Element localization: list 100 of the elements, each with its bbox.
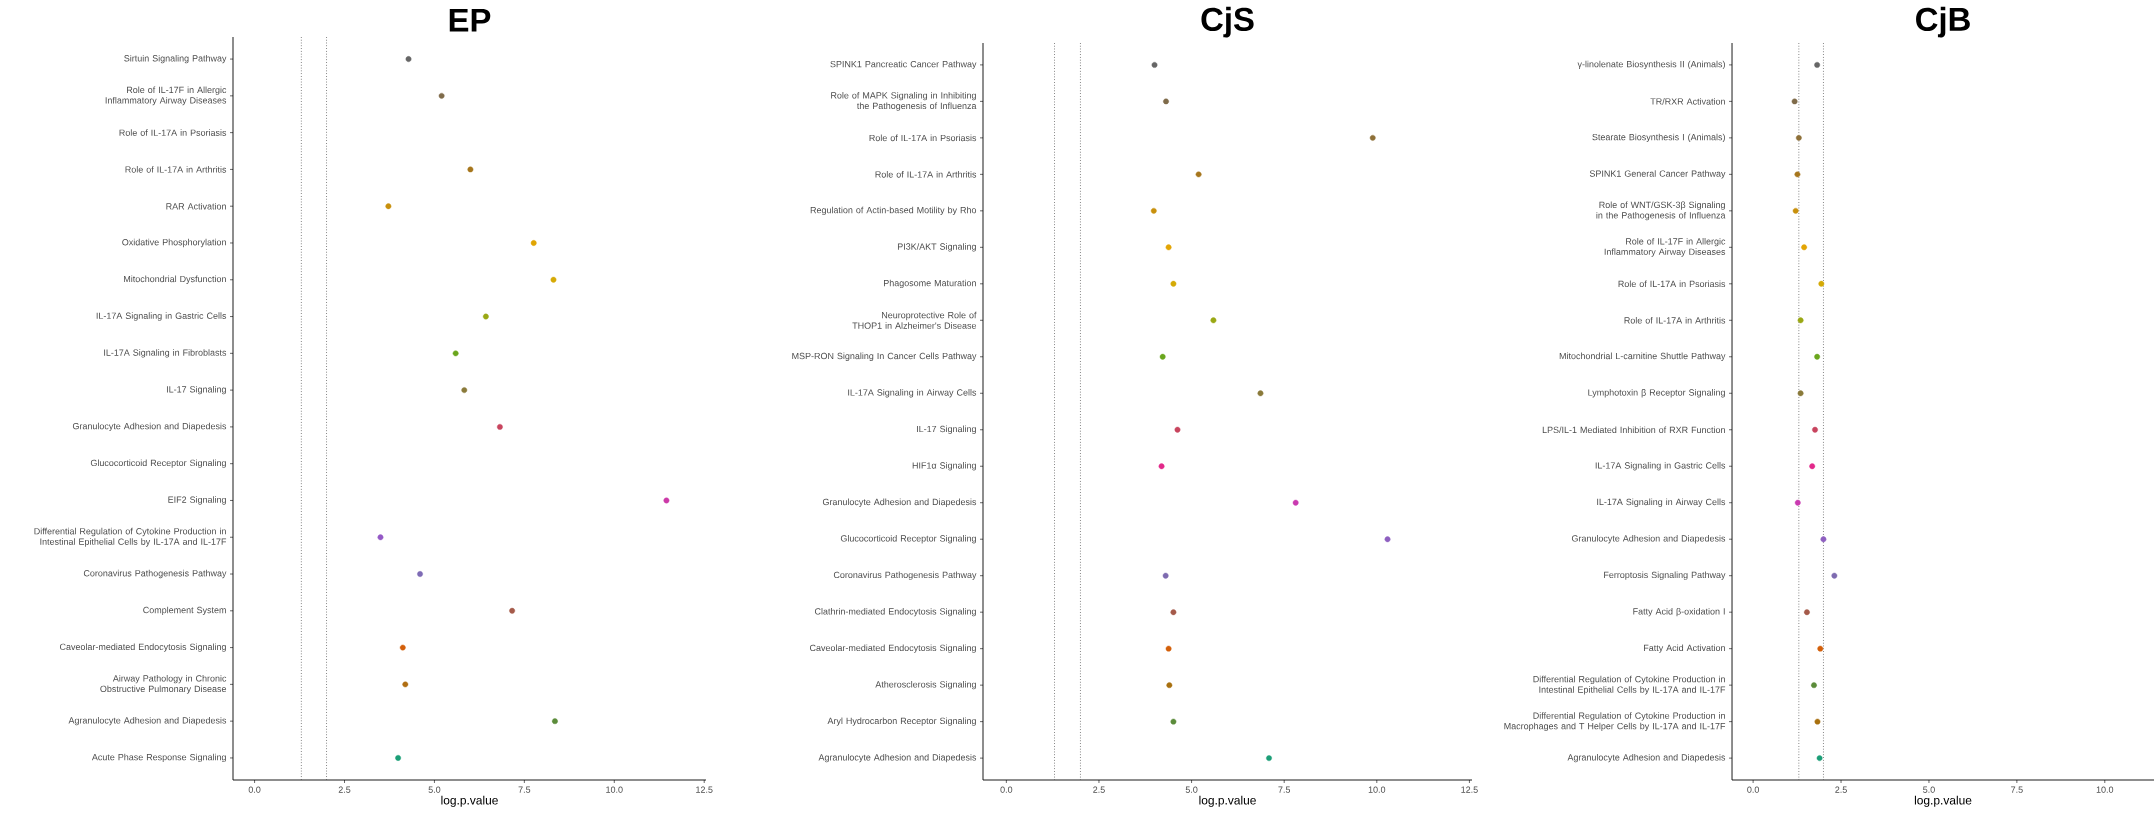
point xyxy=(1820,536,1827,543)
point xyxy=(1814,718,1821,725)
y-tick-label: Role of IL-17A in Arthritis xyxy=(1624,317,1726,324)
point xyxy=(1170,280,1177,287)
y-tick-label: Mitochondrial L-carnitine Shuttle Pathway xyxy=(1559,352,1726,361)
point xyxy=(395,755,401,761)
point xyxy=(509,607,516,614)
y-tick-label: Oxidative Phosphorylation xyxy=(122,238,226,248)
y-tick-label: Caveolar-mediated Endocytosis Signaling xyxy=(59,643,226,652)
point xyxy=(552,718,558,725)
y-tick-label: SPINK1 General Cancer Pathway xyxy=(1589,170,1726,179)
y-tick-label: Phagosome Maturation xyxy=(884,279,976,288)
y-tick-label: Stearate Biosynthesis I (Animals) xyxy=(1592,133,1725,143)
point xyxy=(1170,718,1177,725)
y-tick-label: RAR Activation xyxy=(166,202,226,210)
y-tick-label: HIF1α Signaling xyxy=(912,462,976,471)
point xyxy=(1151,62,1158,68)
x-tick-label: 10.0 xyxy=(1368,786,1386,793)
y-tick-label: Regulation of Actin-based Motility by Rho xyxy=(810,206,977,216)
y-tick-label: Agranulocyte Adhesion and Diapedesis xyxy=(818,753,977,763)
y-tick-label: Role of IL-17A in Arthritis xyxy=(125,166,227,173)
y-tick-label: IL-17A Signaling in Airway Cells xyxy=(848,389,977,398)
y-tick-label: Agranulocyte Adhesion and Diapedesis xyxy=(68,716,227,726)
point xyxy=(1292,499,1299,506)
x-tick-label: 7.5 xyxy=(1278,786,1291,793)
x-tick-label: 7.5 xyxy=(518,786,531,793)
point xyxy=(461,387,468,394)
y-tick-label: Sirtuin Signaling Pathway xyxy=(124,54,227,64)
chart-title: EP xyxy=(449,8,491,32)
x-tick-label: 7.5 xyxy=(2011,786,2023,793)
y-tick-label: Complement System xyxy=(143,606,226,615)
point xyxy=(417,571,423,577)
y-tick-label: Aryl Hydrocarbon Receptor Signaling xyxy=(827,717,976,726)
y-tick-label: Granulocyte Adhesion and Diapedesis xyxy=(72,422,227,432)
point xyxy=(482,313,489,320)
point xyxy=(438,92,445,99)
x-axis-title: log.p.value xyxy=(441,795,498,807)
point xyxy=(1812,426,1818,433)
point xyxy=(1804,609,1810,616)
y-tick-label: Coronavirus Pathogenesis Pathway xyxy=(83,569,227,579)
y-tick-label: Lymphotoxin β Receptor Signaling xyxy=(1588,389,1725,398)
x-tick-label: 2.5 xyxy=(1835,786,1847,793)
y-tick-label: Role of WNT/GSK-3β Signaling in the Pathogenesis of Influenza xyxy=(1596,201,1726,221)
y-tick-label: Role of MAPK Signaling in Inhibiting the Pathogenesis of Influenza xyxy=(831,91,977,111)
y-tick-label: Fatty Acid Activation xyxy=(1644,644,1725,653)
y-tick-label: Acute Phase Response Signaling xyxy=(91,753,226,763)
y-tick-label: Granulocyte Adhesion and Diapedesis xyxy=(1571,535,1726,544)
point xyxy=(1794,171,1801,178)
x-axis-title: log.p.value xyxy=(1199,795,1256,807)
y-tick-label: Ferroptosis Signaling Pathway xyxy=(1604,571,1726,580)
y-tick-label: Mitochondrial Dysfunction xyxy=(124,275,226,284)
y-tick-label: Differential Regulation of Cytokine Production in Macrophages and T Helper Cells by IL-17A and IL-17F xyxy=(1504,712,1726,732)
point xyxy=(1792,207,1799,214)
y-tick-label: EIF2 Signaling xyxy=(168,496,226,505)
y-tick-label: IL-17A Signaling in Fibroblasts xyxy=(104,349,227,358)
y-tick-label: Agranulocyte Adhesion and Diapedesis xyxy=(1567,753,1726,763)
point xyxy=(1165,645,1172,652)
point xyxy=(1809,463,1816,470)
x-tick-label: 0.0 xyxy=(1747,786,1760,793)
point xyxy=(1818,280,1825,287)
point xyxy=(467,166,474,173)
y-tick-label: Airway Pathology in Chronic Obstructive Pulmonary Disease xyxy=(100,674,227,694)
point xyxy=(1165,244,1172,251)
point xyxy=(1159,353,1166,360)
point xyxy=(1817,645,1824,652)
y-tick-label: IL-17 Signaling xyxy=(917,425,976,434)
point xyxy=(1150,207,1157,214)
y-tick-label: Role of IL-17F in Allergic Inflammatory Airway Diseases xyxy=(105,86,227,106)
y-tick-label: LPS/IL-1 Mediated Inhibition of RXR Function xyxy=(1542,426,1725,434)
y-tick-label: Atherosclerosis Signaling xyxy=(875,680,976,690)
x-axis-title: log.p.value xyxy=(1914,795,1972,807)
point xyxy=(1797,390,1804,397)
y-tick-label: Role of IL-17F in Allergic Inflammatory Airway Diseases xyxy=(1604,237,1726,257)
y-tick-label: Role of IL-17A in Psoriasis xyxy=(119,129,227,136)
y-tick-label: Caveolar-mediated Endocytosis Signaling xyxy=(809,644,976,653)
x-tick-label: 10.0 xyxy=(606,786,623,793)
y-tick-label: Role of IL-17A in Arthritis xyxy=(875,171,977,178)
point xyxy=(1801,244,1808,251)
y-tick-label: IL-17A Signaling in Gastric Cells xyxy=(1595,462,1726,471)
y-tick-label: TR/RXR Activation xyxy=(1650,98,1725,105)
point xyxy=(1195,171,1202,178)
y-tick-label: Differential Regulation of Cytokine Production in Intestinal Epithelial Cells by IL-17A and IL-17F xyxy=(34,527,227,547)
x-tick-label: 12.5 xyxy=(696,786,713,793)
point xyxy=(550,276,557,283)
point xyxy=(402,681,409,688)
point xyxy=(497,424,503,430)
x-tick-label: 5.0 xyxy=(428,786,441,793)
chart-title: CjS xyxy=(1201,6,1254,38)
y-tick-label: IL-17 Signaling xyxy=(166,385,226,395)
y-tick-label: Role of IL-17A in Psoriasis xyxy=(1618,280,1726,288)
point xyxy=(385,203,392,210)
y-tick-label: Granulocyte Adhesion and Diapedesis xyxy=(822,498,977,507)
point xyxy=(1158,463,1165,470)
point xyxy=(1210,317,1217,324)
point xyxy=(1162,572,1169,579)
y-tick-label: Differential Regulation of Cytokine Production in Intestinal Epithelial Cells by IL-17A and IL-17F xyxy=(1533,675,1726,695)
y-tick-label: Fatty Acid β-oxidation I xyxy=(1633,607,1725,617)
y-tick-label: SPINK1 Pancreatic Cancer Pathway xyxy=(830,60,977,70)
x-tick-label: 10.0 xyxy=(2096,786,2114,793)
point xyxy=(377,534,384,541)
